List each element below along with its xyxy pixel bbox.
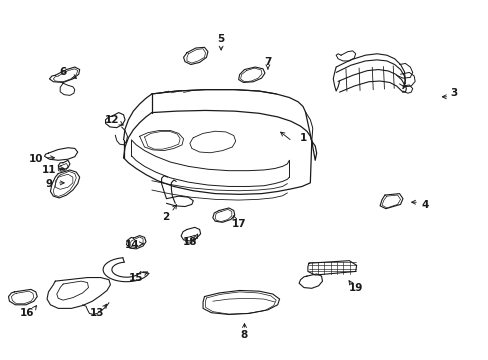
Text: 3: 3	[449, 88, 457, 98]
Text: 8: 8	[241, 330, 247, 340]
Text: 14: 14	[125, 240, 140, 250]
Text: 16: 16	[20, 309, 35, 318]
Text: 7: 7	[264, 57, 271, 67]
Text: 11: 11	[42, 165, 57, 175]
Text: 10: 10	[28, 154, 43, 164]
Text: 13: 13	[90, 309, 104, 318]
Text: 4: 4	[420, 200, 427, 210]
Text: 6: 6	[60, 67, 66, 77]
Text: 2: 2	[162, 212, 169, 221]
Text: 12: 12	[104, 115, 119, 125]
Text: 5: 5	[217, 35, 224, 44]
Text: 1: 1	[299, 133, 306, 143]
Text: 15: 15	[129, 273, 143, 283]
Text: 19: 19	[348, 283, 362, 293]
Text: 18: 18	[182, 237, 197, 247]
Text: 9: 9	[46, 179, 53, 189]
Text: 17: 17	[231, 219, 245, 229]
